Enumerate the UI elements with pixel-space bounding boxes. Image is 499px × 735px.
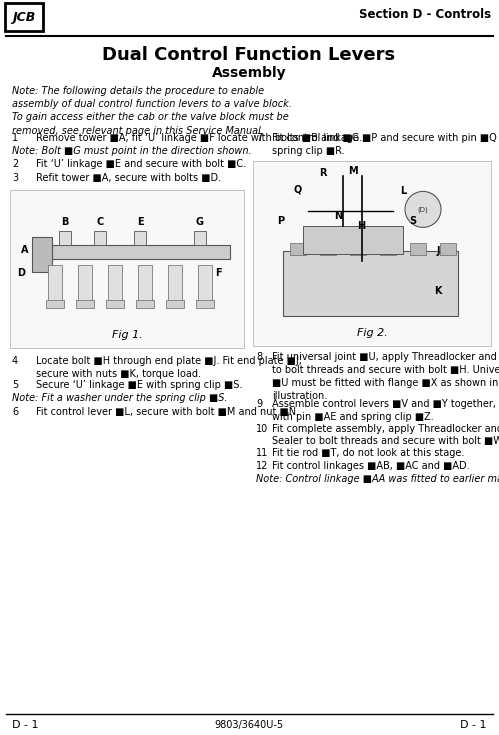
Text: Fit control linkage ■P and secure with pin ■Q and
spring clip ■R.: Fit control linkage ■P and secure with p… — [272, 133, 499, 156]
FancyBboxPatch shape — [78, 265, 92, 303]
Text: 4: 4 — [12, 356, 18, 366]
FancyBboxPatch shape — [76, 300, 94, 308]
FancyBboxPatch shape — [40, 245, 230, 259]
Text: 1: 1 — [12, 133, 18, 143]
Text: L: L — [400, 187, 406, 196]
Text: H: H — [357, 221, 365, 232]
Text: 11: 11 — [256, 448, 268, 458]
Text: Fit universal joint ■U, apply Threadlocker and Sealer
to bolt threads and secure: Fit universal joint ■U, apply Threadlock… — [272, 352, 499, 401]
Text: C: C — [96, 217, 104, 227]
Text: 10: 10 — [256, 423, 268, 434]
Text: Fit ‘U’ linkage ■E and secure with bolt ■C.: Fit ‘U’ linkage ■E and secure with bolt … — [36, 159, 246, 169]
Text: Fit complete assembly, apply Threadlocker and
Sealer to bolt threads and secure : Fit complete assembly, apply Threadlocke… — [272, 423, 499, 446]
Text: D: D — [17, 268, 25, 278]
FancyBboxPatch shape — [48, 265, 62, 303]
Text: S: S — [410, 216, 417, 226]
Text: Fig 2.: Fig 2. — [357, 329, 387, 338]
FancyBboxPatch shape — [134, 231, 146, 245]
FancyBboxPatch shape — [198, 265, 212, 303]
Text: G: G — [196, 217, 204, 227]
Text: Locate bolt ■H through end plate ■J. Fit end plate ■J,
secure with nuts ■K, torq: Locate bolt ■H through end plate ■J. Fit… — [36, 356, 302, 379]
Text: Fit control linkages ■AB, ■AC and ■AD.: Fit control linkages ■AB, ■AC and ■AD. — [272, 461, 470, 471]
Text: A: A — [20, 245, 28, 255]
FancyBboxPatch shape — [440, 243, 456, 255]
Text: Fit control lever ■L, secure with bolt ■M and nut ■N.: Fit control lever ■L, secure with bolt ■… — [36, 406, 299, 417]
FancyBboxPatch shape — [290, 243, 306, 255]
Text: Note: Fit a washer under the spring clip ■S.: Note: Fit a washer under the spring clip… — [12, 393, 228, 404]
FancyBboxPatch shape — [32, 237, 52, 272]
Text: 3: 3 — [12, 173, 18, 182]
Text: Note: Bolt ■G must point in the direction shown.: Note: Bolt ■G must point in the directio… — [12, 146, 251, 157]
Text: Secure ‘U’ linkage ■E with spring clip ■S.: Secure ‘U’ linkage ■E with spring clip ■… — [36, 380, 243, 390]
Text: D - 1: D - 1 — [12, 720, 38, 730]
FancyBboxPatch shape — [46, 300, 64, 308]
Text: 9803/3640U-5: 9803/3640U-5 — [215, 720, 283, 730]
FancyBboxPatch shape — [253, 162, 491, 346]
FancyBboxPatch shape — [59, 231, 71, 245]
FancyBboxPatch shape — [94, 231, 106, 245]
Text: Note: The following details the procedure to enable
assembly of dual control fun: Note: The following details the procedur… — [12, 86, 292, 135]
Text: M: M — [348, 166, 358, 176]
FancyBboxPatch shape — [410, 243, 426, 255]
FancyBboxPatch shape — [106, 300, 124, 308]
FancyBboxPatch shape — [350, 243, 366, 255]
FancyBboxPatch shape — [5, 3, 43, 31]
FancyBboxPatch shape — [136, 300, 154, 308]
Text: Dual Control Function Levers: Dual Control Function Levers — [102, 46, 396, 64]
Text: 5: 5 — [12, 380, 18, 390]
Text: JCB: JCB — [12, 10, 35, 24]
FancyBboxPatch shape — [303, 226, 403, 254]
Text: Assembly: Assembly — [212, 66, 286, 80]
Text: 7: 7 — [256, 133, 262, 143]
FancyBboxPatch shape — [196, 300, 214, 308]
FancyBboxPatch shape — [10, 190, 244, 348]
FancyBboxPatch shape — [138, 265, 152, 303]
Text: 9: 9 — [256, 399, 262, 409]
FancyBboxPatch shape — [283, 251, 458, 316]
Text: J: J — [436, 246, 440, 257]
Text: R: R — [319, 168, 327, 179]
Text: P: P — [277, 216, 284, 226]
Text: D - 1: D - 1 — [461, 720, 487, 730]
Text: 2: 2 — [12, 159, 18, 169]
Text: Fit tie rod ■T, do not look at this stage.: Fit tie rod ■T, do not look at this stag… — [272, 448, 465, 458]
FancyBboxPatch shape — [194, 231, 206, 245]
Text: B: B — [61, 217, 69, 227]
Text: Fig 1.: Fig 1. — [112, 330, 142, 340]
Text: 12: 12 — [256, 461, 268, 471]
Text: Remove tower ■A, fit ‘U’ linkage ■F locate with bolts ■B and ■G.: Remove tower ■A, fit ‘U’ linkage ■F loca… — [36, 133, 362, 143]
Circle shape — [405, 191, 441, 227]
Text: Assemble control levers ■V and ■Y together, secure
with pin ■AE and spring clip : Assemble control levers ■V and ■Y togeth… — [272, 399, 499, 422]
Text: (D): (D) — [418, 206, 428, 212]
Text: Section D - Controls: Section D - Controls — [359, 8, 491, 21]
FancyBboxPatch shape — [380, 243, 396, 255]
Text: N: N — [334, 212, 342, 221]
FancyBboxPatch shape — [108, 265, 122, 303]
Text: K: K — [434, 287, 442, 296]
FancyBboxPatch shape — [320, 243, 336, 255]
Text: F: F — [215, 268, 222, 278]
FancyBboxPatch shape — [168, 265, 182, 303]
Text: 6: 6 — [12, 406, 18, 417]
Text: Refit tower ■A, secure with bolts ■D.: Refit tower ■A, secure with bolts ■D. — [36, 173, 221, 182]
Text: Q: Q — [294, 184, 302, 194]
Text: 8: 8 — [256, 352, 262, 362]
FancyBboxPatch shape — [166, 300, 184, 308]
Text: E: E — [137, 217, 143, 227]
Text: Note: Control linkage ■AA was fitted to earlier machines.: Note: Control linkage ■AA was fitted to … — [256, 474, 499, 484]
